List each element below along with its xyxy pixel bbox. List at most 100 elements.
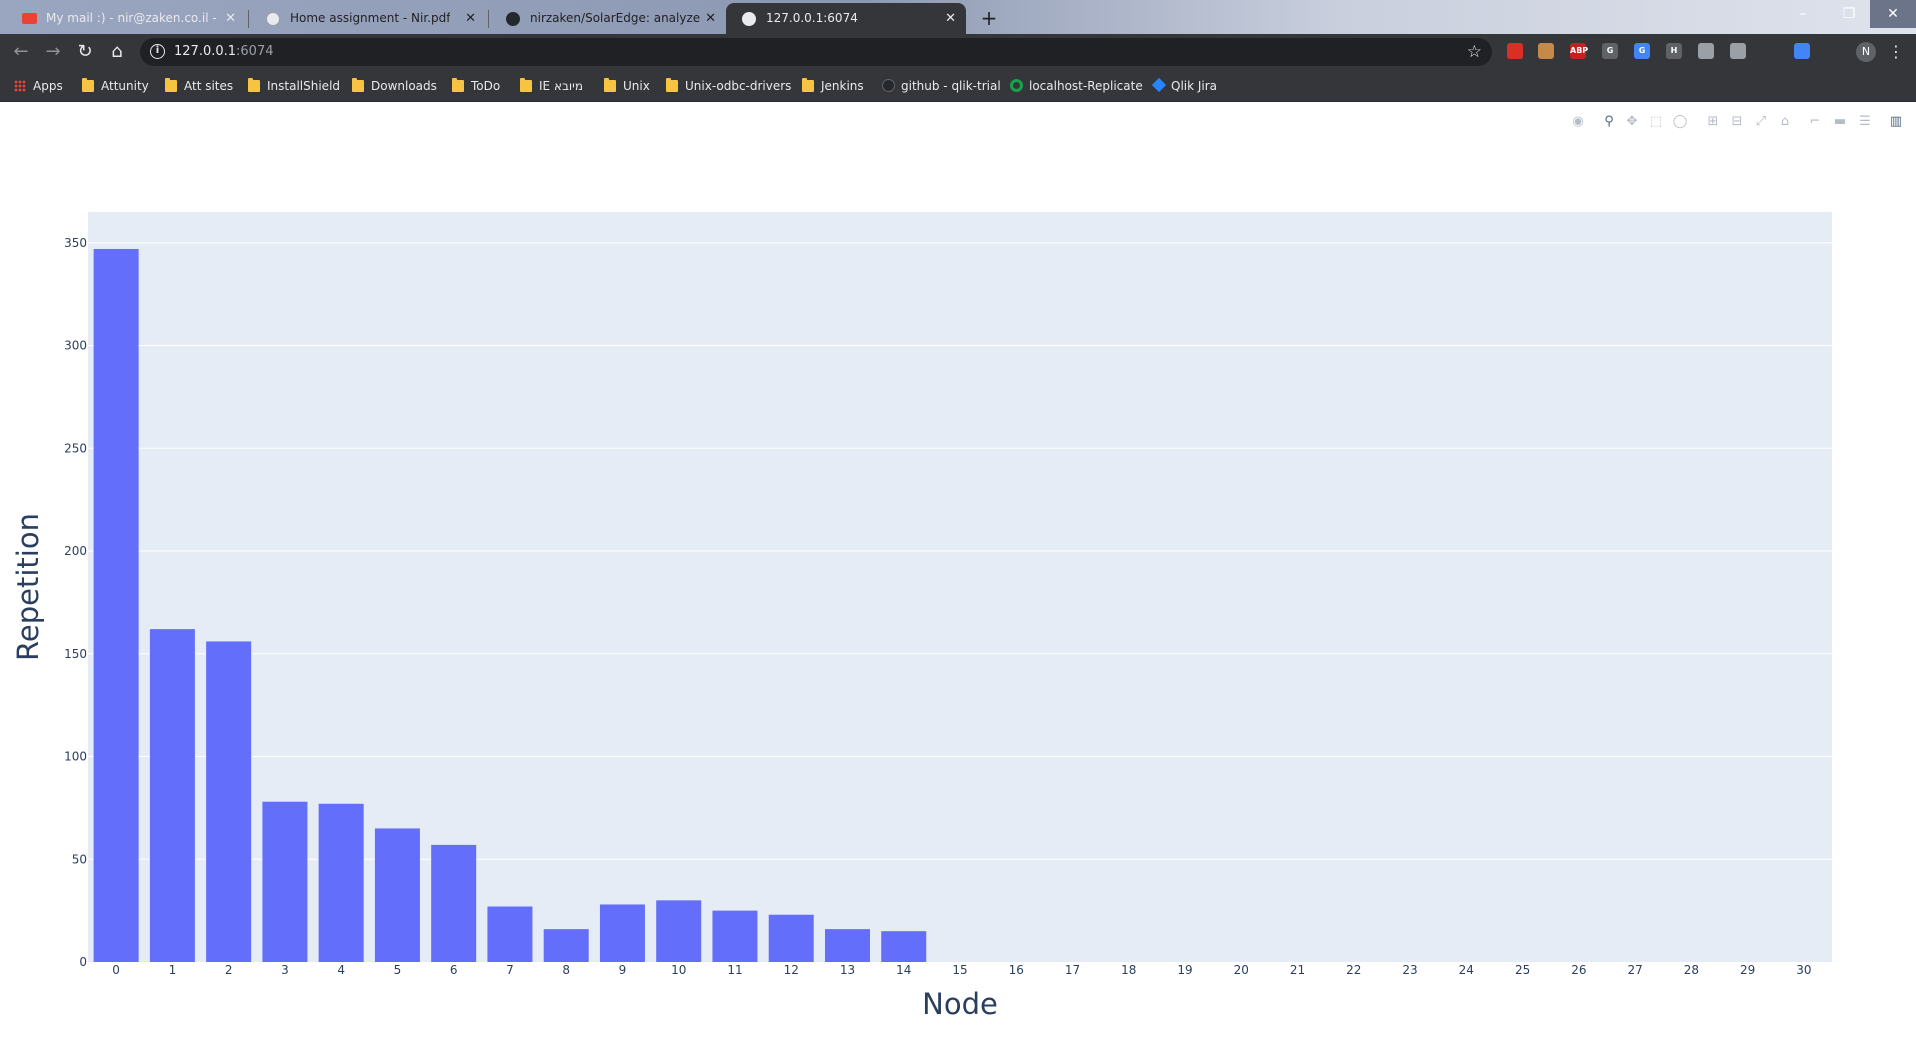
bookmark-item[interactable]: Qlik Jira — [1151, 70, 1218, 102]
profile-avatar[interactable]: N — [1856, 42, 1876, 62]
gmail-icon — [22, 13, 37, 24]
zoom-icon[interactable]: ⚲ — [1604, 114, 1614, 129]
home-button[interactable]: ⌂ — [111, 41, 123, 62]
bar — [712, 910, 758, 962]
x-tick-label: 7 — [506, 963, 514, 977]
bar — [487, 906, 533, 962]
x-tick-label: 27 — [1627, 963, 1642, 977]
close-icon[interactable]: ✕ — [945, 11, 956, 26]
y-tick-label: 100 — [64, 750, 87, 764]
restore-button[interactable]: ❐ — [1842, 6, 1856, 22]
x-tick-label: 20 — [1234, 963, 1249, 977]
bookmark-label: Apps — [33, 79, 63, 93]
x-tick-label: 23 — [1402, 963, 1417, 977]
bookmark-label: Qlik Jira — [1171, 79, 1218, 93]
camera-icon[interactable]: ◉ — [1572, 114, 1584, 129]
pan-icon[interactable]: ✥ — [1626, 114, 1638, 129]
extension-icon[interactable] — [1730, 43, 1746, 59]
extension-icon[interactable]: ABP — [1570, 43, 1588, 59]
bookmark-item[interactable]: ToDo — [452, 70, 500, 102]
extension-icon[interactable] — [1826, 43, 1842, 59]
close-icon[interactable]: ✕ — [225, 11, 236, 26]
y-tick-label: 300 — [64, 339, 87, 353]
extension-icon[interactable] — [1794, 43, 1810, 59]
zoom-out-icon[interactable]: ⊟ — [1731, 114, 1743, 129]
bookmark-label: github - qlik-trial — [901, 79, 1001, 93]
back-button[interactable]: ← — [13, 41, 29, 62]
extension-icon[interactable]: G — [1634, 43, 1650, 59]
x-tick-label: 29 — [1740, 963, 1755, 977]
url-port: :6074 — [236, 44, 274, 59]
bar — [656, 900, 702, 962]
new-tab-button[interactable]: + — [980, 6, 998, 30]
bookmark-label: Att sites — [184, 79, 234, 93]
extension-icon[interactable] — [1698, 43, 1714, 59]
info-icon[interactable]: i — [150, 44, 165, 59]
bar — [824, 929, 870, 962]
tab-pdf[interactable]: Home assignment - Nir.pdf ✕ — [250, 3, 486, 34]
x-tick-label: 16 — [1009, 963, 1024, 977]
close-icon[interactable]: ✕ — [465, 11, 476, 26]
bookmarks-bar: Apps Attunity Att sites InstallShield Downlo… — [0, 70, 1916, 102]
bookmark-item[interactable]: Downloads — [352, 70, 437, 102]
autoscale-icon[interactable]: ⤢ — [1755, 114, 1767, 129]
tab-title: 127.0.0.1:6074 — [766, 11, 858, 25]
menu-icon[interactable]: ⋮ — [1888, 42, 1904, 61]
bookmark-star-icon[interactable]: ☆ — [1466, 42, 1482, 62]
bookmark-item[interactable]: Att sites — [165, 70, 233, 102]
forward-button[interactable]: → — [45, 41, 61, 62]
extension-icon[interactable]: H — [1666, 43, 1682, 59]
x-tick-label: 14 — [896, 963, 911, 977]
tab-localhost[interactable]: 127.0.0.1:6074 ✕ — [726, 3, 966, 34]
bar — [768, 914, 814, 962]
tab-github[interactable]: nirzaken/SolarEdge: analyze tree ✕ — [490, 3, 726, 34]
bookmark-item[interactable]: Unix-odbc-drivers — [666, 70, 791, 102]
bookmark-label: Attunity — [101, 79, 149, 93]
bookmark-item[interactable]: Attunity — [82, 70, 149, 102]
x-tick-label: 19 — [1177, 963, 1192, 977]
extension-icon[interactable] — [1762, 43, 1778, 59]
bar — [206, 641, 252, 962]
bookmark-label: Downloads — [371, 79, 437, 93]
bar — [599, 904, 645, 962]
x-tick-label: 25 — [1515, 963, 1530, 977]
x-tick-label: 9 — [619, 963, 627, 977]
y-axis-title: Repetition — [11, 513, 45, 661]
tab-strip: My mail :) - nir@zaken.co.il - דואר ✕ Ho… — [0, 0, 1916, 34]
x-tick-label: 6 — [450, 963, 458, 977]
bookmark-label: Unix-odbc-drivers — [685, 79, 792, 93]
bar — [262, 801, 308, 962]
minimize-button[interactable]: – — [1799, 6, 1807, 22]
reset-axes-icon[interactable]: ⌂ — [1780, 114, 1790, 129]
bookmark-item[interactable]: IE מיובא — [520, 70, 583, 102]
box-select-icon[interactable]: ⬚ — [1649, 114, 1663, 129]
bookmark-item[interactable]: Unix — [604, 70, 650, 102]
close-window-button[interactable]: ✕ — [1870, 0, 1916, 28]
bookmark-label: InstallShield — [267, 79, 341, 93]
bookmark-item[interactable]: Apps — [14, 70, 63, 102]
bookmark-item[interactable]: InstallShield — [248, 70, 340, 102]
address-bar[interactable]: i 127.0.0.1:6074 ☆ — [140, 38, 1492, 66]
hover-closest-icon[interactable]: ▬ — [1833, 114, 1847, 129]
tab-gmail[interactable]: My mail :) - nir@zaken.co.il - דואר ✕ — [6, 3, 246, 34]
close-icon[interactable]: ✕ — [705, 11, 716, 26]
hover-compare-icon[interactable]: ☰ — [1859, 114, 1871, 129]
extension-icon[interactable]: G — [1602, 43, 1618, 59]
lasso-select-icon[interactable]: ◯ — [1672, 114, 1688, 129]
zoom-in-icon[interactable]: ⊞ — [1707, 114, 1719, 129]
x-tick-label: 15 — [952, 963, 967, 977]
x-tick-label: 2 — [225, 963, 233, 977]
bar — [149, 629, 195, 962]
x-tick-label: 11 — [727, 963, 742, 977]
bookmark-item[interactable]: Jenkins — [802, 70, 864, 102]
bookmark-item[interactable]: github - qlik-trial — [882, 70, 1001, 102]
spike-lines-icon[interactable]: ⌐ — [1809, 114, 1821, 129]
x-tick-label: 3 — [281, 963, 289, 977]
x-tick-label: 12 — [784, 963, 799, 977]
plotly-logo-icon[interactable]: ▥ — [1889, 114, 1903, 129]
tab-divider — [488, 10, 489, 28]
reload-button[interactable]: ↻ — [77, 41, 93, 62]
bookmark-item[interactable]: localhost-Replicate — [1010, 70, 1143, 102]
extension-icon[interactable] — [1507, 43, 1523, 59]
extension-icon[interactable] — [1538, 43, 1554, 59]
